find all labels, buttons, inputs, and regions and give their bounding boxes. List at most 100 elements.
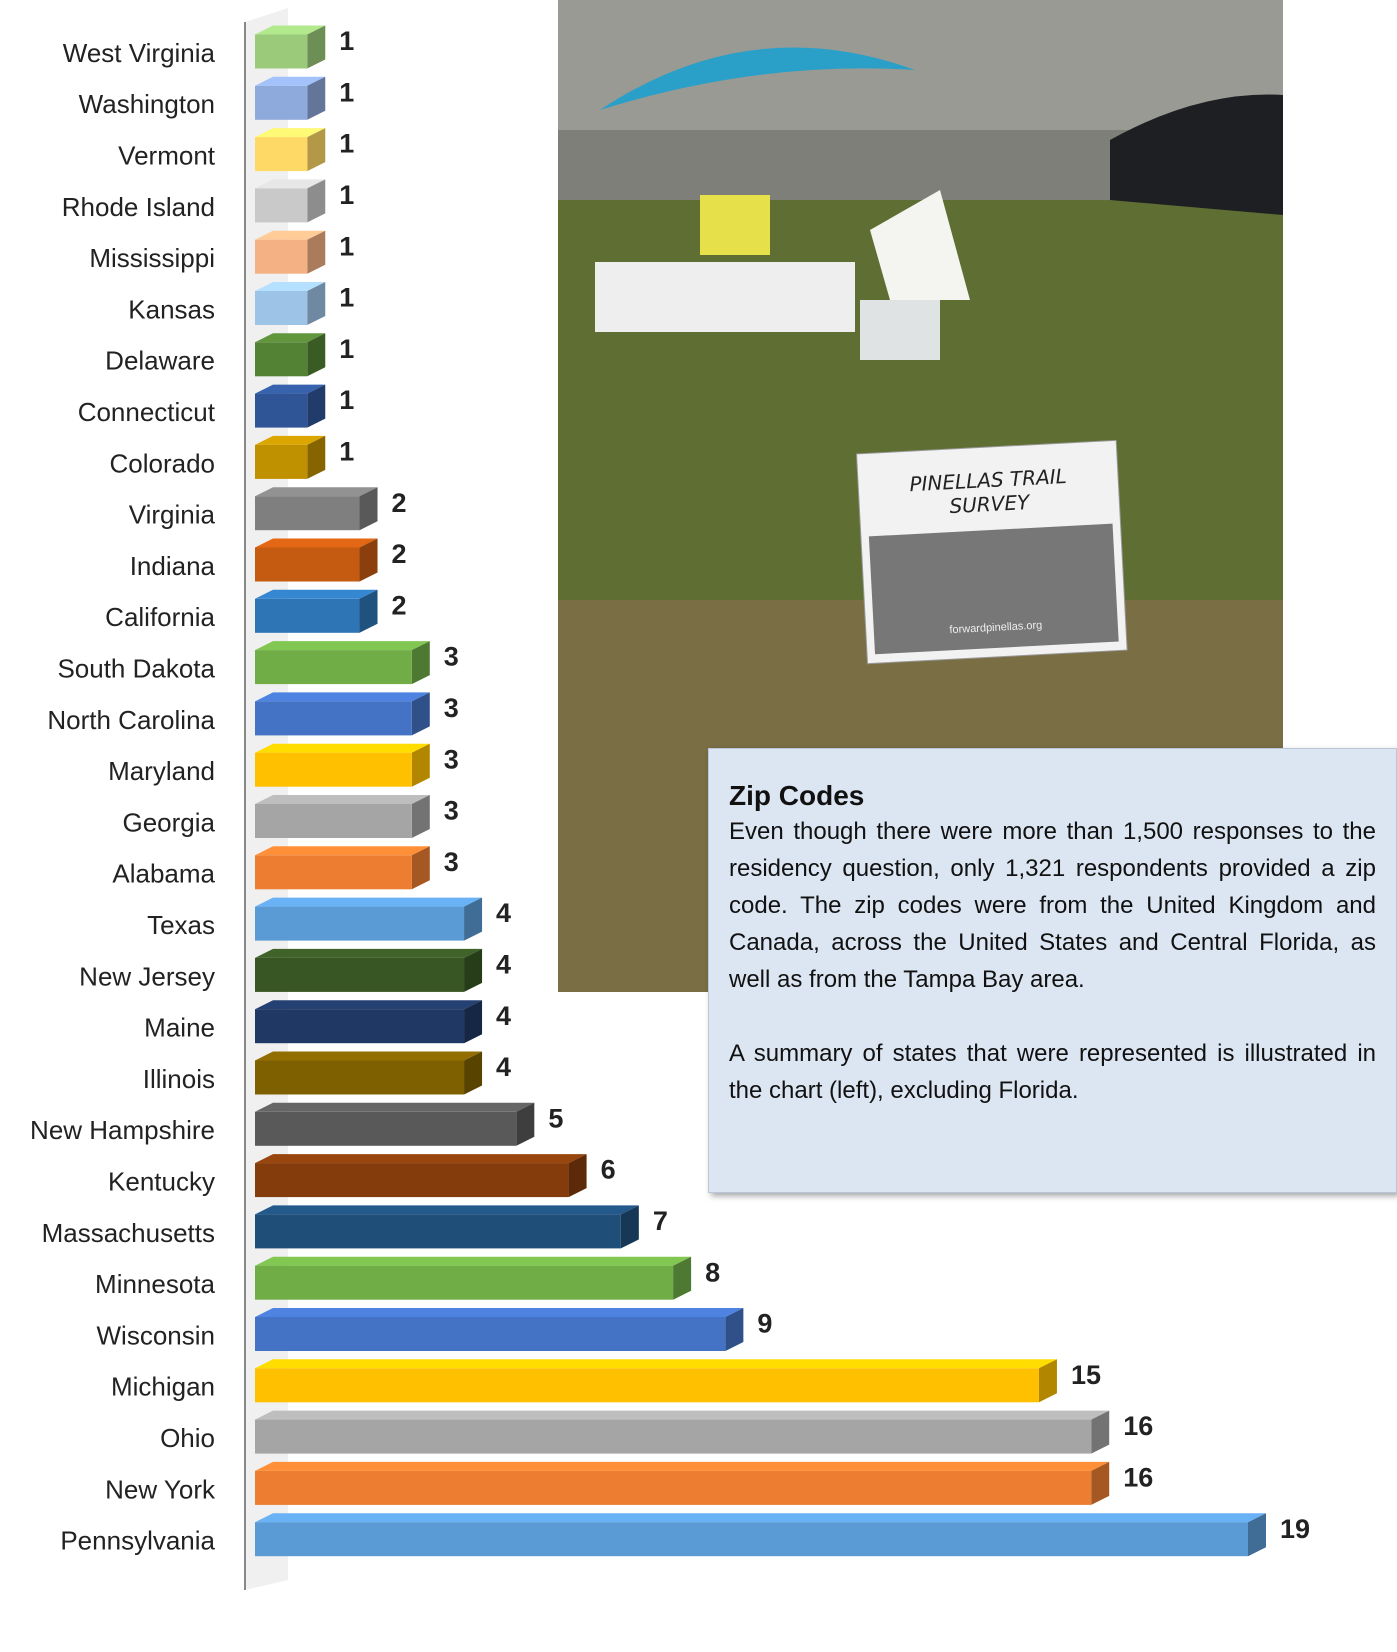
bar	[255, 1060, 465, 1095]
bar-top	[255, 1461, 1110, 1471]
photo-sign: PINELLAS TRAIL SURVEY forwardpinellas.or…	[856, 439, 1128, 665]
value-label: 2	[392, 590, 407, 620]
bar-top	[255, 1513, 1266, 1523]
bar-top	[255, 230, 326, 240]
value-label: 4	[496, 950, 511, 980]
bar-side	[516, 1102, 535, 1146]
bar	[255, 291, 308, 325]
bar-top	[255, 692, 430, 702]
value-label: 1	[339, 129, 354, 159]
value-label: 15	[1071, 1360, 1101, 1390]
category-label: Delaware	[105, 346, 215, 376]
bar-top	[255, 128, 326, 138]
bar	[255, 1265, 674, 1300]
category-label: Maine	[144, 1013, 215, 1043]
bar-side	[307, 76, 326, 120]
bar	[255, 957, 465, 992]
category-label: Washington	[79, 89, 215, 119]
photo-car	[1110, 94, 1283, 215]
sign-title-box: PINELLAS TRAIL SURVEY	[909, 464, 1067, 518]
category-label: Kentucky	[108, 1166, 215, 1196]
value-label: 3	[444, 642, 459, 672]
category-label: Kansas	[128, 294, 215, 324]
category-label: California	[105, 602, 215, 632]
bar-side	[620, 1205, 639, 1249]
photo-umbrella	[600, 47, 915, 110]
bar-top	[255, 641, 430, 651]
value-label: 1	[339, 26, 354, 56]
bar	[255, 650, 412, 685]
bar	[255, 547, 360, 582]
bar-side	[307, 230, 326, 274]
bar-top	[255, 1256, 692, 1266]
bar-top	[255, 487, 378, 497]
bar-top	[255, 1154, 587, 1164]
category-label: New Jersey	[79, 961, 215, 991]
bar-side	[359, 487, 378, 531]
category-label: Mississippi	[89, 243, 215, 273]
bar-side	[307, 435, 326, 479]
bar-side	[359, 538, 378, 582]
bar-top	[255, 948, 483, 958]
category-label: Indiana	[130, 551, 216, 581]
bar-top	[255, 538, 378, 548]
bar-top	[255, 179, 326, 189]
bar	[255, 906, 465, 941]
photo-cooler	[860, 300, 940, 360]
bar-top	[255, 333, 326, 343]
value-label: 3	[444, 847, 459, 877]
bar-top	[255, 1051, 483, 1061]
sign-scene	[868, 523, 1119, 655]
category-label: South Dakota	[57, 653, 215, 683]
bar	[255, 1317, 726, 1351]
category-label: Texas	[147, 910, 215, 940]
bar-side	[464, 1000, 483, 1044]
bar	[255, 1419, 1092, 1454]
bar	[255, 137, 308, 172]
bar	[255, 1522, 1248, 1557]
bar	[255, 1163, 569, 1198]
photo-table	[595, 262, 855, 332]
bar-top	[255, 1410, 1110, 1420]
bar-top	[255, 589, 378, 599]
bar	[255, 1368, 1039, 1403]
bar	[255, 444, 308, 479]
value-label: 16	[1123, 1463, 1153, 1493]
text-box-heading: Zip Codes	[729, 780, 865, 811]
bar	[255, 188, 308, 223]
bar-top	[255, 1359, 1057, 1369]
value-label: 1	[339, 437, 354, 467]
bar-top	[255, 435, 326, 445]
bar	[255, 1470, 1092, 1505]
value-label: 7	[653, 1206, 668, 1236]
category-label: Wisconsin	[97, 1320, 215, 1350]
bar-top	[255, 795, 430, 804]
category-label: West Virginia	[63, 38, 216, 68]
value-label: 8	[705, 1257, 720, 1287]
bar	[255, 239, 308, 274]
photo-chair	[870, 190, 970, 300]
bar	[255, 342, 308, 377]
bar-side	[725, 1308, 744, 1351]
bar-side	[1248, 1513, 1266, 1557]
bar-side	[307, 384, 326, 428]
bar-side	[1091, 1410, 1110, 1454]
bar-top	[255, 743, 430, 753]
category-label: Maryland	[108, 756, 215, 786]
bar-top	[255, 1000, 483, 1010]
bar-side	[411, 795, 430, 838]
bar-side	[464, 948, 483, 992]
bar	[255, 701, 412, 736]
value-label: 1	[339, 385, 354, 415]
category-label: New Hampshire	[30, 1115, 215, 1145]
bar	[255, 598, 360, 633]
bar	[255, 804, 412, 838]
bar	[255, 1009, 465, 1044]
category-label: Alabama	[112, 859, 215, 889]
bar-top	[255, 897, 483, 907]
value-label: 1	[339, 77, 354, 107]
bar-side	[464, 1051, 483, 1095]
category-label: Pennsylvania	[60, 1526, 215, 1556]
bar-side	[568, 1154, 587, 1198]
